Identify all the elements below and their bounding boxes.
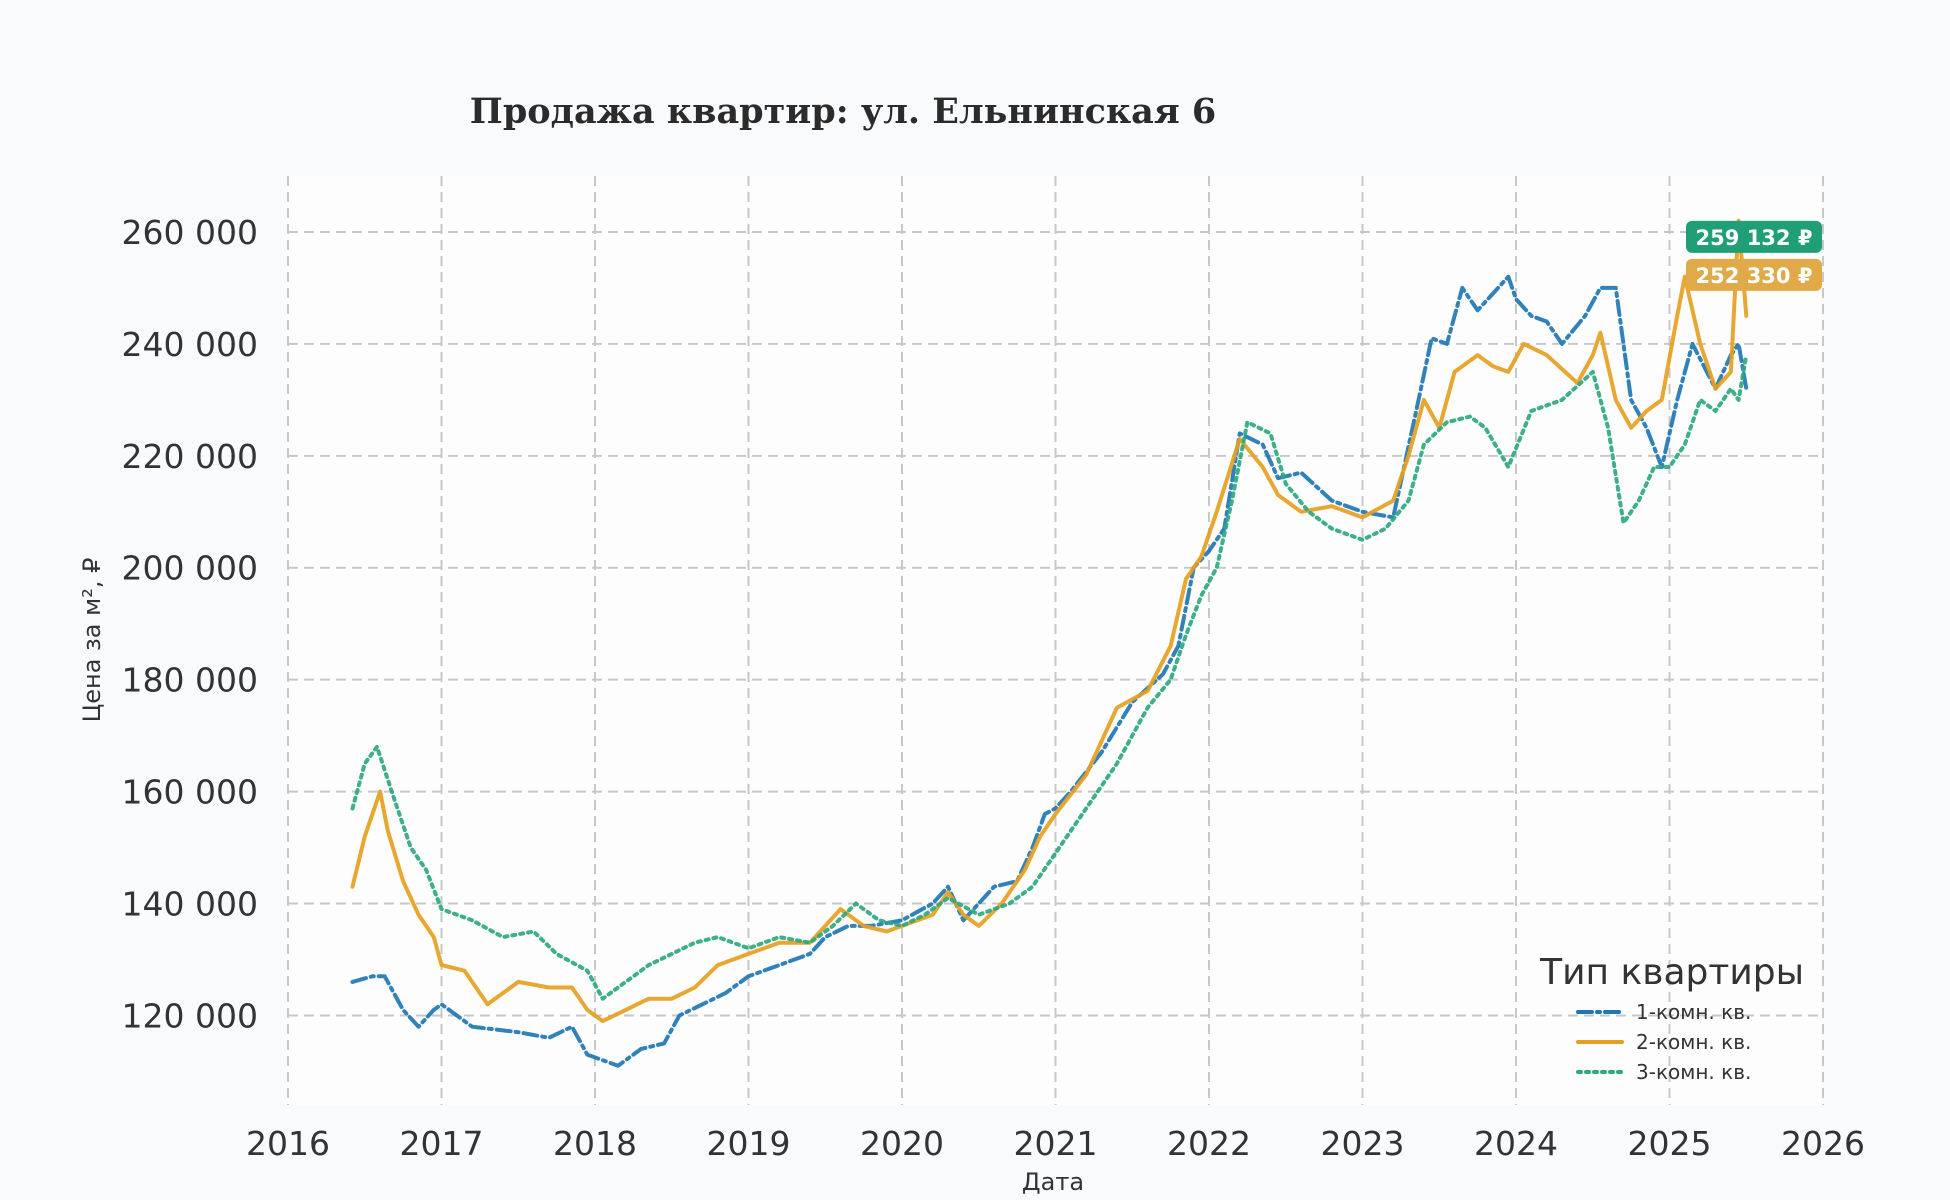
x-tick-label: 2025: [1628, 1124, 1712, 1163]
x-tick-label: 2020: [860, 1124, 944, 1163]
x-axis-ticks: 2016 2017 2018 2019 2020 2021 2022 2023 2024 2025…: [246, 1124, 1865, 1163]
series-line-2: [350, 218, 1749, 1024]
last-value-badges: 259 132 ₽ 252 330 ₽: [1686, 220, 1822, 291]
x-axis-label: Дата: [1022, 1168, 1084, 1196]
grid-lines: [287, 176, 1824, 1105]
y-tick-label: 260 000: [122, 213, 258, 252]
x-tick-label: 2017: [400, 1124, 484, 1163]
series-line-3: [350, 353, 1749, 1001]
x-tick-label: 2023: [1321, 1124, 1405, 1163]
legend-label-3: 3-комн. кв.: [1636, 1060, 1751, 1084]
series-line-1: [350, 274, 1749, 1068]
chart-title: Продажа квартир: ул. Ельнинская 6: [470, 91, 1216, 132]
value-badge-1: [1686, 220, 1822, 253]
y-tick-label: 120 000: [122, 996, 258, 1035]
y-tick-label: 140 000: [122, 885, 258, 924]
y-tick-label: 220 000: [122, 437, 258, 476]
y-tick-label: 240 000: [122, 325, 258, 364]
x-tick-label: 2018: [553, 1124, 637, 1163]
legend-title: Тип квартиры: [1539, 952, 1804, 993]
value-badge-text: 252 330 ₽: [1696, 264, 1813, 288]
y-tick-label: 180 000: [122, 661, 258, 700]
legend-label-1: 1-комн. кв.: [1636, 1000, 1751, 1024]
value-badge-text: 259 132 ₽: [1696, 226, 1813, 250]
y-axis-label: Цена за м², ₽: [78, 558, 106, 723]
value-badge-2: [1686, 258, 1822, 291]
y-tick-label: 160 000: [122, 773, 258, 812]
series-lines: [350, 218, 1749, 1068]
y-tick-label: 200 000: [122, 549, 258, 588]
legend: Тип квартиры 1-комн. кв. 2-комн. кв. 3-ком…: [1539, 952, 1804, 1084]
x-tick-label: 2026: [1781, 1124, 1865, 1163]
x-tick-label: 2021: [1014, 1124, 1098, 1163]
x-tick-label: 2019: [707, 1124, 791, 1163]
y-axis-ticks: 120 000 140 000 160 000 180 000 200 000 220 0…: [122, 213, 258, 1035]
x-tick-label: 2016: [246, 1124, 330, 1163]
legend-label-2: 2-комн. кв.: [1636, 1030, 1751, 1054]
x-tick-label: 2024: [1474, 1124, 1558, 1163]
x-tick-label: 2022: [1167, 1124, 1251, 1163]
